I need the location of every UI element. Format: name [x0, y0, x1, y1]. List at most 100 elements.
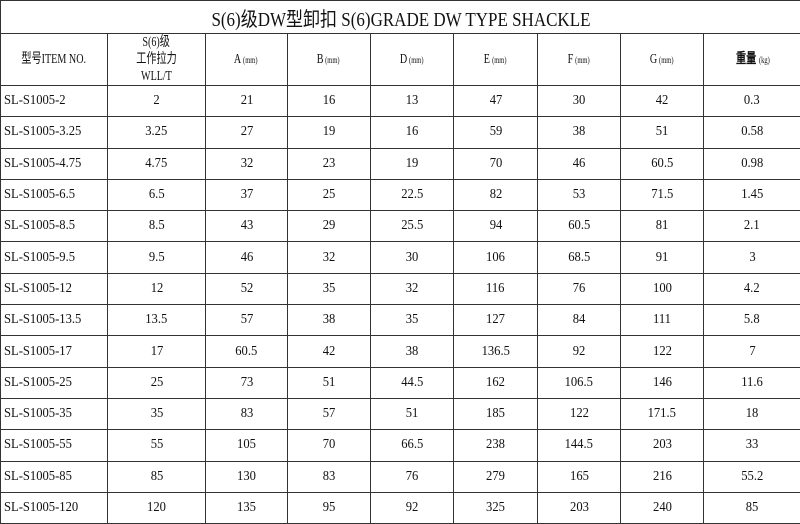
cell-value: 59: [489, 124, 502, 140]
column-header: 型号ITEM NO.: [1, 34, 108, 86]
table-cell: 32: [371, 273, 454, 304]
header-main: D: [400, 51, 407, 68]
table-cell: 32: [206, 148, 288, 179]
table-cell: 106.5: [538, 367, 621, 398]
table-cell: 91: [621, 242, 704, 273]
table-cell: 84: [538, 305, 621, 336]
table-cell: 25.5: [371, 211, 454, 242]
cell-value: 122: [570, 406, 589, 422]
table-cell: 60.5: [206, 336, 288, 367]
table-cell: SL-S1005-35: [1, 398, 108, 429]
cell-value: 136.5: [481, 344, 509, 360]
cell-value: 51: [323, 375, 336, 391]
cell-value: 17: [150, 344, 163, 360]
cell-value: SL-S1005-35: [4, 406, 72, 422]
table-cell: 27: [206, 117, 288, 148]
cell-value: 92: [406, 500, 419, 516]
cell-value: 0.58: [741, 124, 763, 140]
table-cell: 59: [454, 117, 538, 148]
table-cell: 46: [206, 242, 288, 273]
cell-value: 85: [150, 469, 163, 485]
table-cell: 73: [206, 367, 288, 398]
header-unit: (mm): [409, 52, 423, 69]
column-header-label: 重量(kg): [734, 51, 771, 69]
title-text: S(6)级DW型卸扣 S(6)GRADE DW TYPE SHACKLE: [211, 3, 590, 32]
cell-value: 11.6: [741, 375, 763, 391]
cell-value: SL-S1005-85: [4, 469, 72, 485]
table-cell: 100: [621, 273, 704, 304]
cell-value: 73: [240, 375, 253, 391]
cell-value: 35: [150, 406, 163, 422]
table-cell: 0.3: [704, 86, 800, 117]
table-cell: 33: [704, 430, 800, 461]
column-header-label: D(mm): [399, 51, 425, 69]
table-cell: 6.5: [108, 179, 206, 210]
cell-value: 0.3: [744, 93, 760, 109]
cell-value: 127: [486, 312, 505, 328]
cell-value: 13: [406, 93, 419, 109]
table-cell: 165: [538, 461, 621, 492]
table-cell: 52: [206, 273, 288, 304]
table-cell: 185: [454, 398, 538, 429]
table-cell: 0.58: [704, 117, 800, 148]
cell-value: 240: [653, 500, 672, 516]
header-main: B: [317, 51, 324, 68]
column-header-label: B(mm): [317, 51, 342, 69]
cell-value: 12: [150, 281, 163, 297]
table-cell: 70: [288, 430, 371, 461]
cell-value: 38: [406, 344, 419, 360]
table-cell: 76: [538, 273, 621, 304]
table-cell: 171.5: [621, 398, 704, 429]
cell-value: 38: [323, 312, 336, 328]
cell-value: SL-S1005-8.5: [4, 218, 75, 234]
cell-value: 47: [489, 93, 502, 109]
cell-value: 66.5: [401, 437, 423, 453]
table-cell: 7: [704, 336, 800, 367]
cell-value: 68.5: [568, 250, 590, 266]
cell-value: SL-S1005-13.5: [4, 312, 81, 328]
column-header-label: F(mm): [567, 51, 591, 69]
table-cell: 53: [538, 179, 621, 210]
table-cell: 1.45: [704, 179, 800, 210]
table-cell: 76: [371, 461, 454, 492]
cell-value: 51: [406, 406, 419, 422]
cell-value: 46: [240, 250, 253, 266]
cell-value: 165: [570, 469, 589, 485]
table-cell: 216: [621, 461, 704, 492]
header-sub: 工作拉力 WLL/T: [121, 51, 191, 85]
cell-value: 76: [573, 281, 586, 297]
cell-value: 203: [570, 500, 589, 516]
table-cell: 5.8: [704, 305, 800, 336]
cell-value: 325: [486, 500, 505, 516]
table-cell: 60.5: [621, 148, 704, 179]
cell-value: 81: [656, 218, 669, 234]
table-cell: 279: [454, 461, 538, 492]
cell-value: 216: [653, 469, 672, 485]
table-cell: 8.5: [108, 211, 206, 242]
cell-value: 91: [656, 250, 669, 266]
header-main: G: [650, 51, 657, 68]
table-cell: 3.25: [108, 117, 206, 148]
table-cell: 3: [704, 242, 800, 273]
table-cell: SL-S1005-17: [1, 336, 108, 367]
header-unit: (kg): [758, 52, 769, 69]
cell-value: 116: [486, 281, 504, 297]
column-header: E(mm): [454, 34, 538, 86]
table-cell: 9.5: [108, 242, 206, 273]
header-unit: (mm): [326, 52, 340, 69]
cell-value: 22.5: [401, 187, 423, 203]
table-cell: 122: [538, 398, 621, 429]
table-cell: SL-S1005-8.5: [1, 211, 108, 242]
table-cell: 127: [454, 305, 538, 336]
cell-value: 70: [323, 437, 336, 453]
cell-value: SL-S1005-9.5: [4, 250, 75, 266]
header-unit: (mm): [492, 52, 506, 69]
cell-value: 51: [656, 124, 669, 140]
